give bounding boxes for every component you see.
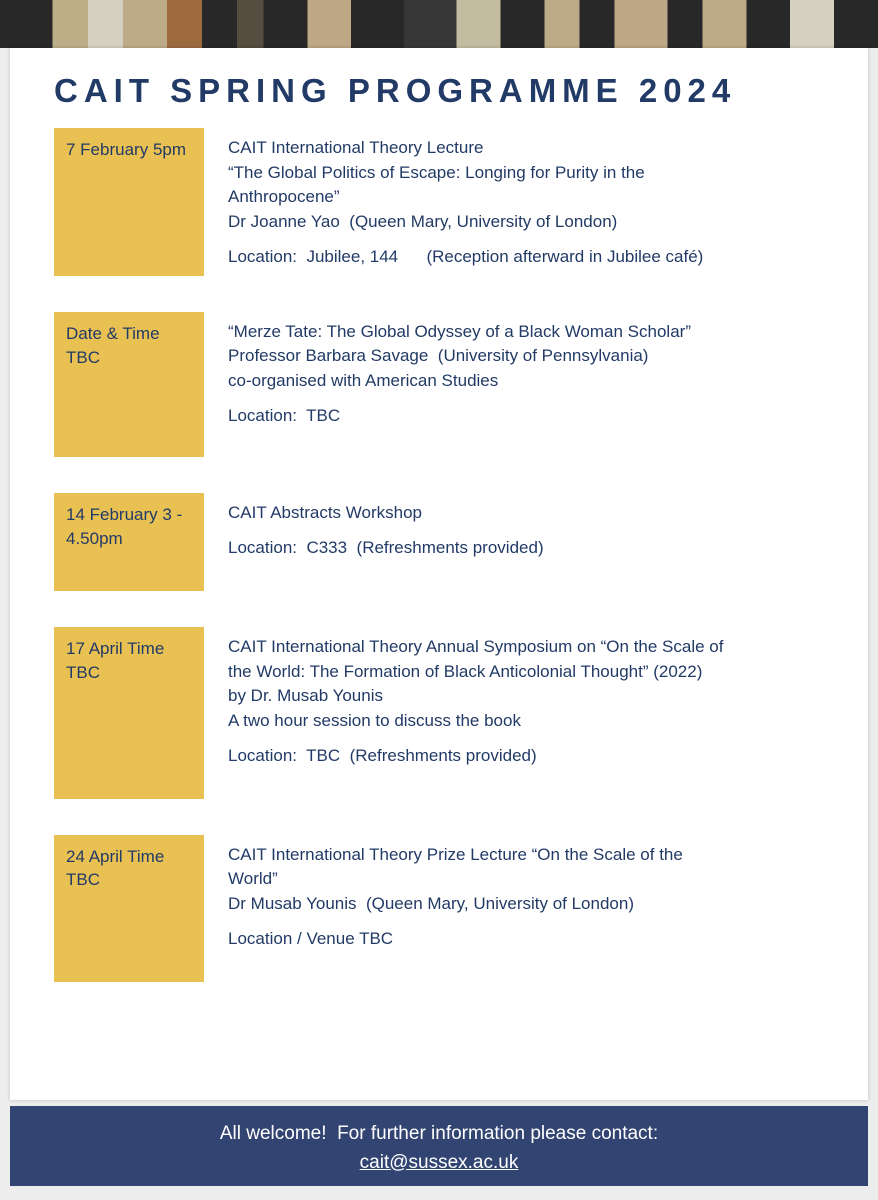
event-location: Location: TBC (Refreshments provided) <box>228 744 836 769</box>
event-location: Location / Venue TBC <box>228 927 836 952</box>
event-text: Dr Musab Younis (Queen Mary, University … <box>228 892 836 917</box>
event-text: World” <box>228 867 836 892</box>
footer-text: All welcome! For further information ple… <box>10 1120 868 1149</box>
date-line: 14 February <box>66 505 158 524</box>
event-description: CAIT International Theory Prize Lecture … <box>224 835 840 985</box>
event-description: CAIT International Theory Annual Symposi… <box>224 627 840 801</box>
footer-bar: All welcome! For further information ple… <box>10 1106 868 1186</box>
event-description: CAIT Abstracts Workshop Location: C333 (… <box>224 493 840 593</box>
date-line: 5pm <box>153 140 186 159</box>
date-line: 24 April <box>66 847 123 866</box>
header-book-banner <box>0 0 878 48</box>
event-date: 24 April Time TBC <box>54 835 204 983</box>
date-line: TBC <box>66 348 100 367</box>
event-description: CAIT International Theory Lecture “The G… <box>224 128 840 278</box>
event-date: 7 February 5pm <box>54 128 204 276</box>
date-line: 7 February <box>66 140 148 159</box>
date-line: 17 April <box>66 639 123 658</box>
event-date: 17 April Time TBC <box>54 627 204 799</box>
event-text: CAIT International Theory Prize Lecture … <box>228 843 836 868</box>
event-text: by Dr. Musab Younis <box>228 684 836 709</box>
date-line: Date & Time <box>66 324 160 343</box>
event-text: Professor Barbara Savage (University of … <box>228 344 836 369</box>
event-text: co-organised with American Studies <box>228 369 836 394</box>
event-text: Dr Joanne Yao (Queen Mary, University of… <box>228 210 836 235</box>
event-text: “The Global Politics of Escape: Longing … <box>228 161 836 186</box>
event-location: Location: TBC <box>228 404 836 429</box>
event-text: Anthropocene” <box>228 185 836 210</box>
event-date: Date & Time TBC <box>54 312 204 458</box>
event-text: the World: The Formation of Black Antico… <box>228 660 836 685</box>
event-text: CAIT International Theory Lecture <box>228 136 836 161</box>
event-text: CAIT Abstracts Workshop <box>228 501 836 526</box>
contact-email-link[interactable]: cait@sussex.ac.uk <box>360 1152 519 1173</box>
event-text: CAIT International Theory Annual Symposi… <box>228 635 836 660</box>
events-grid: 7 February 5pm CAIT International Theory… <box>54 128 840 984</box>
event-description: “Merze Tate: The Global Odyssey of a Bla… <box>224 312 840 460</box>
event-location: Location: Jubilee, 144 (Reception afterw… <box>228 245 836 270</box>
event-date: 14 February 3 - 4.50pm <box>54 493 204 591</box>
event-location: Location: C333 (Refreshments provided) <box>228 536 836 561</box>
page-title: CAIT SPRING PROGRAMME 2024 <box>54 72 840 110</box>
event-text: A two hour session to discuss the book <box>228 709 836 734</box>
event-text: “Merze Tate: The Global Odyssey of a Bla… <box>228 320 836 345</box>
programme-card: CAIT SPRING PROGRAMME 2024 7 February 5p… <box>10 48 868 1100</box>
